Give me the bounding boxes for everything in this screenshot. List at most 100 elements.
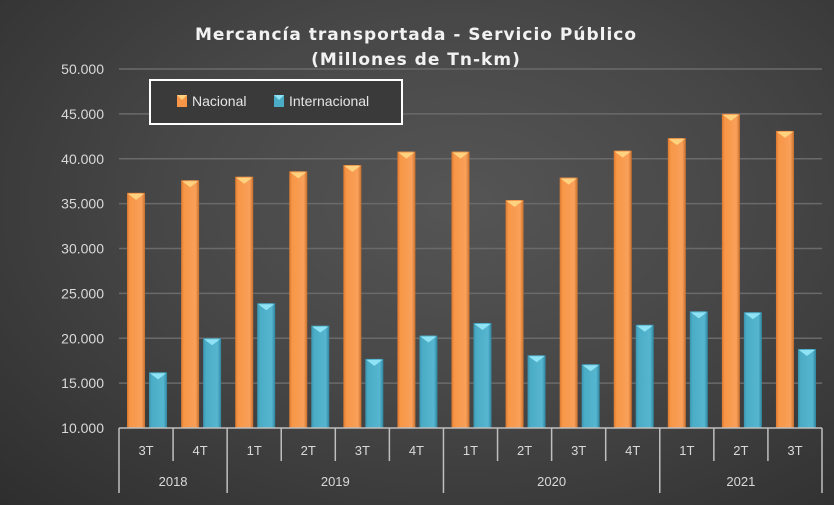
x-category-label: 4T <box>625 443 640 458</box>
bar-body <box>365 358 384 428</box>
bar-body <box>797 349 816 428</box>
bar-internacional-10 <box>689 311 708 428</box>
bar-nacional-1 <box>181 180 200 428</box>
legend-swatch-bevel-nacional <box>177 95 187 100</box>
bar-body <box>397 151 416 428</box>
bar-bevel <box>236 177 253 184</box>
y-tick-label: 25.000 <box>61 285 104 301</box>
bar-body <box>743 312 762 428</box>
x-category-label: 3T <box>571 443 586 458</box>
bar-nacional-8 <box>559 177 578 428</box>
bar-internacional-9 <box>635 324 654 428</box>
legend-label-internacional: Internacional <box>289 93 369 109</box>
bar-nacional-12 <box>775 130 794 429</box>
y-tick-label: 10.000 <box>61 420 104 436</box>
bar-body <box>235 176 254 428</box>
x-category-label: 3T <box>138 443 153 458</box>
bar-body <box>505 200 524 428</box>
x-category-label: 4T <box>193 443 208 458</box>
bar-bevel <box>744 313 761 320</box>
bar-body <box>473 322 492 428</box>
bar-body <box>559 177 578 428</box>
bar-internacional-3 <box>311 325 330 428</box>
y-tick-label: 40.000 <box>61 151 104 167</box>
bar-bevel <box>722 114 739 121</box>
legend: Nacional Internacional <box>149 79 403 125</box>
bar-nacional-11 <box>721 113 740 428</box>
bar-body <box>181 180 200 428</box>
bar-internacional-11 <box>743 312 762 428</box>
x-category-label: 2T <box>301 443 316 458</box>
bar-internacional-7 <box>527 355 546 428</box>
bars <box>127 113 816 429</box>
bar-bevel <box>776 131 793 138</box>
bar-body <box>311 325 330 428</box>
x-category-label: 1T <box>679 443 694 458</box>
bar-internacional-5 <box>419 335 438 428</box>
bar-internacional-4 <box>365 358 384 428</box>
x-group-label: 2021 <box>726 474 755 489</box>
x-group-label: 2020 <box>537 474 566 489</box>
x-category-label: 2T <box>733 443 748 458</box>
y-tick-label: 45.000 <box>61 106 104 122</box>
bar-bevel <box>668 139 685 146</box>
bar-bevel <box>452 152 469 159</box>
y-tick-label: 20.000 <box>61 330 104 346</box>
bar-body <box>613 150 632 429</box>
bar-bevel <box>128 193 145 200</box>
x-axis: 3T 4T 1T 2T 3T 4T 1T 2T 3T 4T 1T 2T 3T 2018 2019 2020 20… <box>118 427 823 493</box>
bar-body <box>635 324 654 428</box>
bar-body <box>419 335 438 428</box>
y-tick-label: 35.000 <box>61 196 104 212</box>
bar-internacional-6 <box>473 322 492 428</box>
bar-body <box>289 171 308 428</box>
bar-bevel <box>528 356 545 363</box>
bar-bevel <box>344 166 361 173</box>
y-tick-label: 30.000 <box>61 241 104 257</box>
bar-nacional-2 <box>235 176 254 428</box>
bar-nacional-4 <box>343 165 362 428</box>
legend-item-internacional: Internacional <box>274 93 369 109</box>
x-category-label: 3T <box>787 443 802 458</box>
bar-bevel <box>798 350 815 357</box>
bar-body <box>721 113 740 428</box>
bar-body <box>343 165 362 428</box>
bar-body <box>667 138 686 429</box>
bar-bevel <box>636 325 653 332</box>
y-axis: 10.000 15.000 20.000 25.000 30.000 35.000 40.0… <box>61 61 104 436</box>
bar-bevel <box>150 373 167 380</box>
bar-body <box>527 355 546 428</box>
bar-bevel <box>204 339 221 346</box>
bar-nacional-6 <box>451 151 470 428</box>
bar-nacional-9 <box>613 150 632 429</box>
chart-subtitle: (Millones de Tn-km) <box>311 50 521 70</box>
bar-internacional-2 <box>257 303 276 428</box>
bar-nacional-10 <box>667 138 686 429</box>
bar-body <box>775 130 794 429</box>
bar-body <box>203 338 222 428</box>
x-group-label: 2019 <box>321 474 350 489</box>
bar-body <box>127 192 146 428</box>
bar-body <box>257 303 276 428</box>
bar-body <box>451 151 470 428</box>
legend-swatch-nacional <box>177 95 187 107</box>
bar-bevel <box>366 359 383 366</box>
y-tick-label: 50.000 <box>61 61 104 77</box>
bar-internacional-8 <box>581 364 600 428</box>
bar-bevel <box>182 181 199 188</box>
bar-nacional-0 <box>127 192 146 428</box>
chart-title: Mercancía transportada - Servicio Públic… <box>195 25 637 45</box>
bar-bevel <box>506 201 523 208</box>
bar-bevel <box>312 326 329 333</box>
x-category-label: 2T <box>517 443 532 458</box>
bar-body <box>581 364 600 428</box>
y-tick-label: 15.000 <box>61 375 104 391</box>
bar-bevel <box>258 304 275 311</box>
x-category-label: 3T <box>355 443 370 458</box>
legend-item-nacional: Nacional <box>177 93 246 109</box>
bar-internacional-1 <box>203 338 222 428</box>
bar-bevel <box>582 365 599 372</box>
bar-bevel <box>474 323 491 330</box>
bar-bevel <box>614 151 631 158</box>
